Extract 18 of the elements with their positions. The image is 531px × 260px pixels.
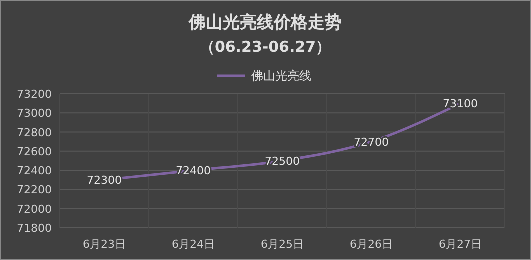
y-tick-label: 71800: [17, 222, 52, 235]
y-tick-label: 72600: [17, 145, 52, 158]
data-label: 72300: [87, 174, 122, 188]
legend-label: 佛山光亮线: [252, 69, 312, 83]
y-tick-label: 72400: [17, 164, 52, 178]
x-tick-label: 6月27日: [439, 238, 482, 251]
chart-title: 佛山光亮线价格走势: [188, 13, 342, 33]
y-tick-label: 72800: [17, 126, 52, 140]
x-tick-label: 6月24日: [172, 238, 215, 251]
y-tick-label: 73200: [17, 88, 52, 101]
x-tick-label: 6月23日: [83, 238, 126, 251]
data-label: 73100: [443, 98, 478, 111]
y-tick-label: 73000: [17, 107, 52, 120]
y-tick-label: 72200: [17, 184, 52, 197]
x-tick-label: 6月26日: [350, 238, 393, 251]
y-tick-label: 72000: [17, 202, 52, 216]
chart-subtitle: （06.23-06.27）: [200, 38, 332, 56]
x-tick-label: 6月25日: [261, 238, 304, 251]
